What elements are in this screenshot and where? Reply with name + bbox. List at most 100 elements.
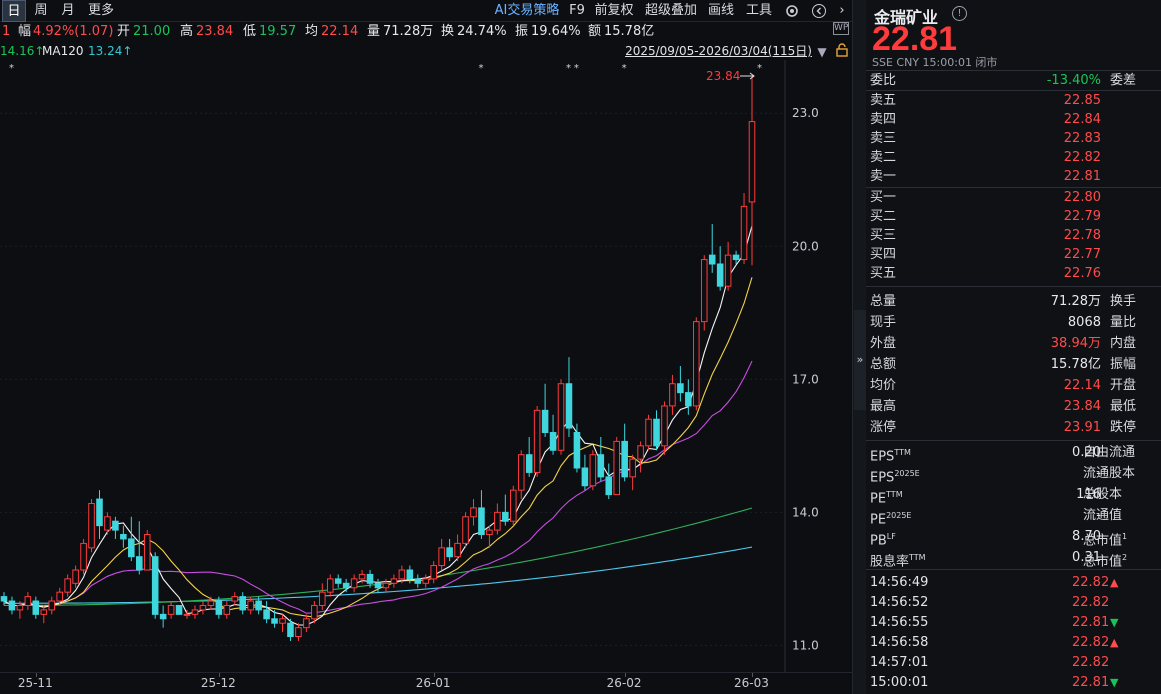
candle-body xyxy=(96,498,103,527)
candlestick-chart[interactable]: 23.020.017.014.011.0* * * * * *23.84 xyxy=(0,60,852,672)
detail-row: 总额 15.78亿 振幅 xyxy=(866,355,1161,375)
candle-body xyxy=(549,432,557,451)
wp-icon[interactable]: WP xyxy=(833,22,849,35)
date-range-link[interactable]: 2025/09/05-2026/03/04(115日) xyxy=(625,44,812,58)
ai-strategy-button[interactable]: AI交易策略 xyxy=(494,3,560,18)
ohlc-stats-row: 1 幅 4.92%(1.07) 开 21.00 高 23.84 低 19.57 … xyxy=(0,22,852,42)
period-month-button[interactable]: 月 xyxy=(61,3,75,18)
candle-body xyxy=(247,600,254,611)
volume-label: 量 xyxy=(367,24,381,39)
candle-body xyxy=(8,600,16,611)
period-day-button[interactable]: 日 xyxy=(2,0,26,22)
star-marker: * xyxy=(757,63,762,74)
detail-value: 23.91 xyxy=(1063,420,1101,435)
fundamental-label: EPSTTM xyxy=(870,448,911,465)
bid-price: 22.77 xyxy=(1063,247,1101,262)
tick-time: 15:00:01 xyxy=(870,675,929,690)
order-ratio-value: -13.40% xyxy=(1046,73,1101,88)
x-axis: 25-11 25-12 26-01 26-02 26-03 xyxy=(0,672,852,694)
ma120-line xyxy=(4,546,753,604)
info-icon[interactable]: ! xyxy=(952,6,967,21)
detail-value: 8068 xyxy=(1067,315,1101,330)
dropdown-triangle-icon[interactable]: ▼ xyxy=(817,45,827,59)
candle-body xyxy=(255,600,262,611)
candle-body xyxy=(685,392,692,407)
star-marker: * xyxy=(622,63,627,74)
stats-fragment: 1 xyxy=(2,24,11,39)
ask-row: 卖四 22.84 xyxy=(866,110,1161,130)
detail-row: 最高 23.84 最低 xyxy=(866,397,1161,417)
tick-row: 14:56:52 22.82 xyxy=(866,593,1161,613)
tools-button[interactable]: 工具 xyxy=(745,3,772,18)
pre-adjust-button[interactable]: 前复权 xyxy=(594,3,634,18)
candle-body xyxy=(581,467,589,487)
bid-level-label: 买五 xyxy=(870,266,897,281)
f9-button[interactable]: F9 xyxy=(569,3,585,18)
candle-body xyxy=(279,618,286,624)
candle-body xyxy=(215,600,223,615)
tick-row: 14:56:49 22.82 ▲ xyxy=(866,573,1161,593)
chevron-right-icon[interactable]: › xyxy=(839,3,845,18)
candle-body xyxy=(159,613,167,620)
fundamental-label: PE2025E xyxy=(870,511,912,528)
fundamental-row: EPSTTM 0.20 自由流通 xyxy=(866,443,1161,464)
tick-time: 14:56:58 xyxy=(870,635,929,650)
candle-body xyxy=(80,542,87,571)
tick-row: 14:56:58 22.82 ▲ xyxy=(866,633,1161,653)
fundamental-label-right: 总股本 xyxy=(1083,487,1123,502)
candle-body xyxy=(661,405,668,447)
candle-body xyxy=(653,418,660,447)
collapse-panel-button[interactable]: » xyxy=(854,310,866,410)
y-tick-label: 17.0 xyxy=(792,372,819,386)
high-label: 高 xyxy=(180,24,194,39)
candle-body xyxy=(56,591,63,602)
amount-value: 15.78亿 xyxy=(604,24,655,39)
ask-level-label: 卖三 xyxy=(870,131,897,146)
turnover-label: 换 xyxy=(441,24,455,39)
detail-value: 15.78亿 xyxy=(1050,357,1101,372)
candle-body xyxy=(143,534,151,571)
ask-price: 22.85 xyxy=(1063,93,1101,108)
candle-body xyxy=(239,596,247,611)
candle-body xyxy=(541,409,549,434)
arrow-down-icon: ▼ xyxy=(1110,616,1119,629)
chevron-left-icon[interactable] xyxy=(808,0,830,22)
bid-price: 22.79 xyxy=(1063,209,1101,224)
y-tick-label: 20.0 xyxy=(792,239,819,253)
candle-body xyxy=(287,622,294,638)
order-ratio-row: 委比 -13.40% 委差 xyxy=(866,71,1161,91)
detail-label: 最高 xyxy=(870,399,897,414)
x-tick-mark xyxy=(624,673,626,677)
more-periods-button[interactable]: 更多 xyxy=(87,3,114,18)
candle-body xyxy=(740,205,748,261)
tick-row: 14:57:01 22.82 xyxy=(866,653,1161,673)
candle-body xyxy=(342,582,350,589)
ask-level-label: 卖四 xyxy=(870,112,897,127)
bid-level-label: 买二 xyxy=(870,209,897,224)
candle-body xyxy=(151,556,159,615)
high-arrow-icon xyxy=(740,72,755,80)
ask-price: 22.83 xyxy=(1063,131,1101,146)
divider xyxy=(866,569,1161,570)
fundamental-value: 8.70 xyxy=(1072,529,1101,544)
fundamental-value: 116 xyxy=(1076,487,1101,502)
star-marker: * xyxy=(9,63,14,74)
x-tick-mark xyxy=(218,673,220,677)
ask-row: 卖五 22.85 xyxy=(866,91,1161,111)
ma120-value: 13.24↑ xyxy=(88,44,133,58)
fundamental-label: PBLF xyxy=(870,532,896,549)
divider xyxy=(866,440,1161,441)
super-overlay-button[interactable]: 超级叠加 xyxy=(644,3,697,18)
candle-body xyxy=(589,454,597,487)
candle-body xyxy=(708,254,716,265)
candle-body xyxy=(263,609,270,620)
period-week-button[interactable]: 周 xyxy=(34,3,48,18)
fundamental-label-right: 总市值2 xyxy=(1083,553,1128,570)
gear-icon[interactable] xyxy=(781,0,803,22)
high-value: 23.84 xyxy=(196,24,234,39)
candle-body xyxy=(517,454,525,491)
candle-body xyxy=(700,259,708,323)
draw-line-button[interactable]: 画线 xyxy=(707,3,734,18)
arrow-up-icon: ▲ xyxy=(1110,576,1119,589)
lock-icon[interactable] xyxy=(833,43,851,61)
